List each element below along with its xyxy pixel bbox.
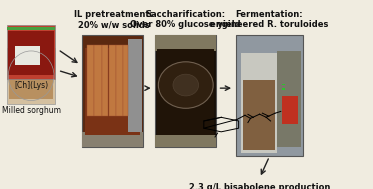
Bar [236,36,304,156]
Text: [Ch](Lys): [Ch](Lys) [14,81,48,90]
Bar [9,51,53,60]
Bar [128,39,142,132]
Bar [277,51,301,147]
Text: IL pretreatment:
20% w/w solids: IL pretreatment: 20% w/w solids [74,10,153,29]
Bar [282,88,285,90]
Bar [9,53,53,99]
Bar [15,46,40,65]
Text: Fermentation:
engineered R. toruloides: Fermentation: engineered R. toruloides [210,10,329,29]
Bar [282,96,298,124]
Text: 2.3 g/L bisabolene production: 2.3 g/L bisabolene production [189,183,330,189]
Bar [156,36,216,51]
Bar [157,49,214,135]
Bar [243,80,275,150]
Bar [109,45,116,116]
Bar [85,48,140,135]
Bar [7,27,55,30]
Bar [156,36,216,147]
Bar [102,45,108,116]
Bar [156,135,216,147]
Bar [9,31,54,75]
Bar [116,45,123,116]
Bar [122,45,128,116]
Bar [7,48,55,104]
Bar [82,36,142,147]
Bar [241,53,277,153]
Text: Milled sorghum: Milled sorghum [1,106,61,115]
Bar [7,25,55,79]
Text: Saccharification:
Over 80% glucose yield: Saccharification: Over 80% glucose yield [131,10,241,29]
Ellipse shape [173,74,198,96]
Bar [94,45,102,116]
Bar [87,45,94,116]
Bar [82,132,142,147]
Ellipse shape [159,62,213,108]
Bar [282,84,285,85]
